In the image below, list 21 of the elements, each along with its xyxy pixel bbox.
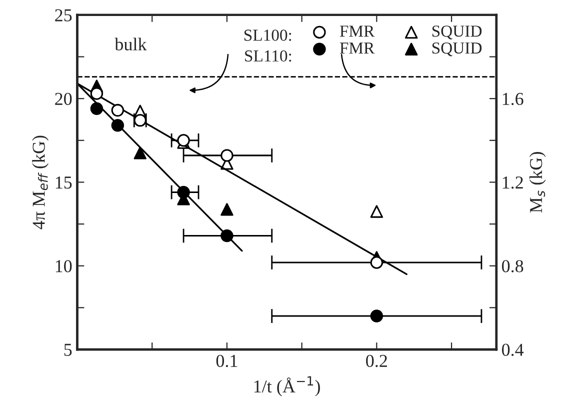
- y-axis-title: 4π M$_{eff}$ (kG): [32, 136, 49, 230]
- y-tick-label: 20: [55, 92, 72, 106]
- y2-axis-title: M$_{s}$ (kG): [529, 152, 546, 213]
- legend-label: SQUID: [432, 26, 482, 40]
- annotation: SL110:: [245, 50, 292, 62]
- y-tick-label: 15: [56, 176, 72, 189]
- y2-tick-label: 0.4: [502, 344, 524, 356]
- y-tick-label: 25: [55, 9, 72, 22]
- legend-label: FMR: [340, 42, 375, 54]
- y-tick-label: 5: [64, 344, 72, 356]
- y2-tick-label: 1.2: [502, 176, 523, 189]
- y-tick-label: 10: [56, 260, 72, 272]
- y2-tick-label: 0.8: [502, 260, 524, 272]
- legend-label: SQUID: [432, 42, 482, 56]
- ref-line-label: bulk: [114, 38, 147, 50]
- annotation: SL100:: [244, 30, 292, 41]
- y2-tick-label: 1.6: [502, 92, 524, 106]
- x-tick-label: 0.1: [216, 354, 238, 368]
- x-axis-title: 1/t (Å$^{−1}$): [254, 376, 320, 396]
- x-tick-label: 0.2: [366, 354, 387, 368]
- legend-label: FMR: [340, 26, 375, 37]
